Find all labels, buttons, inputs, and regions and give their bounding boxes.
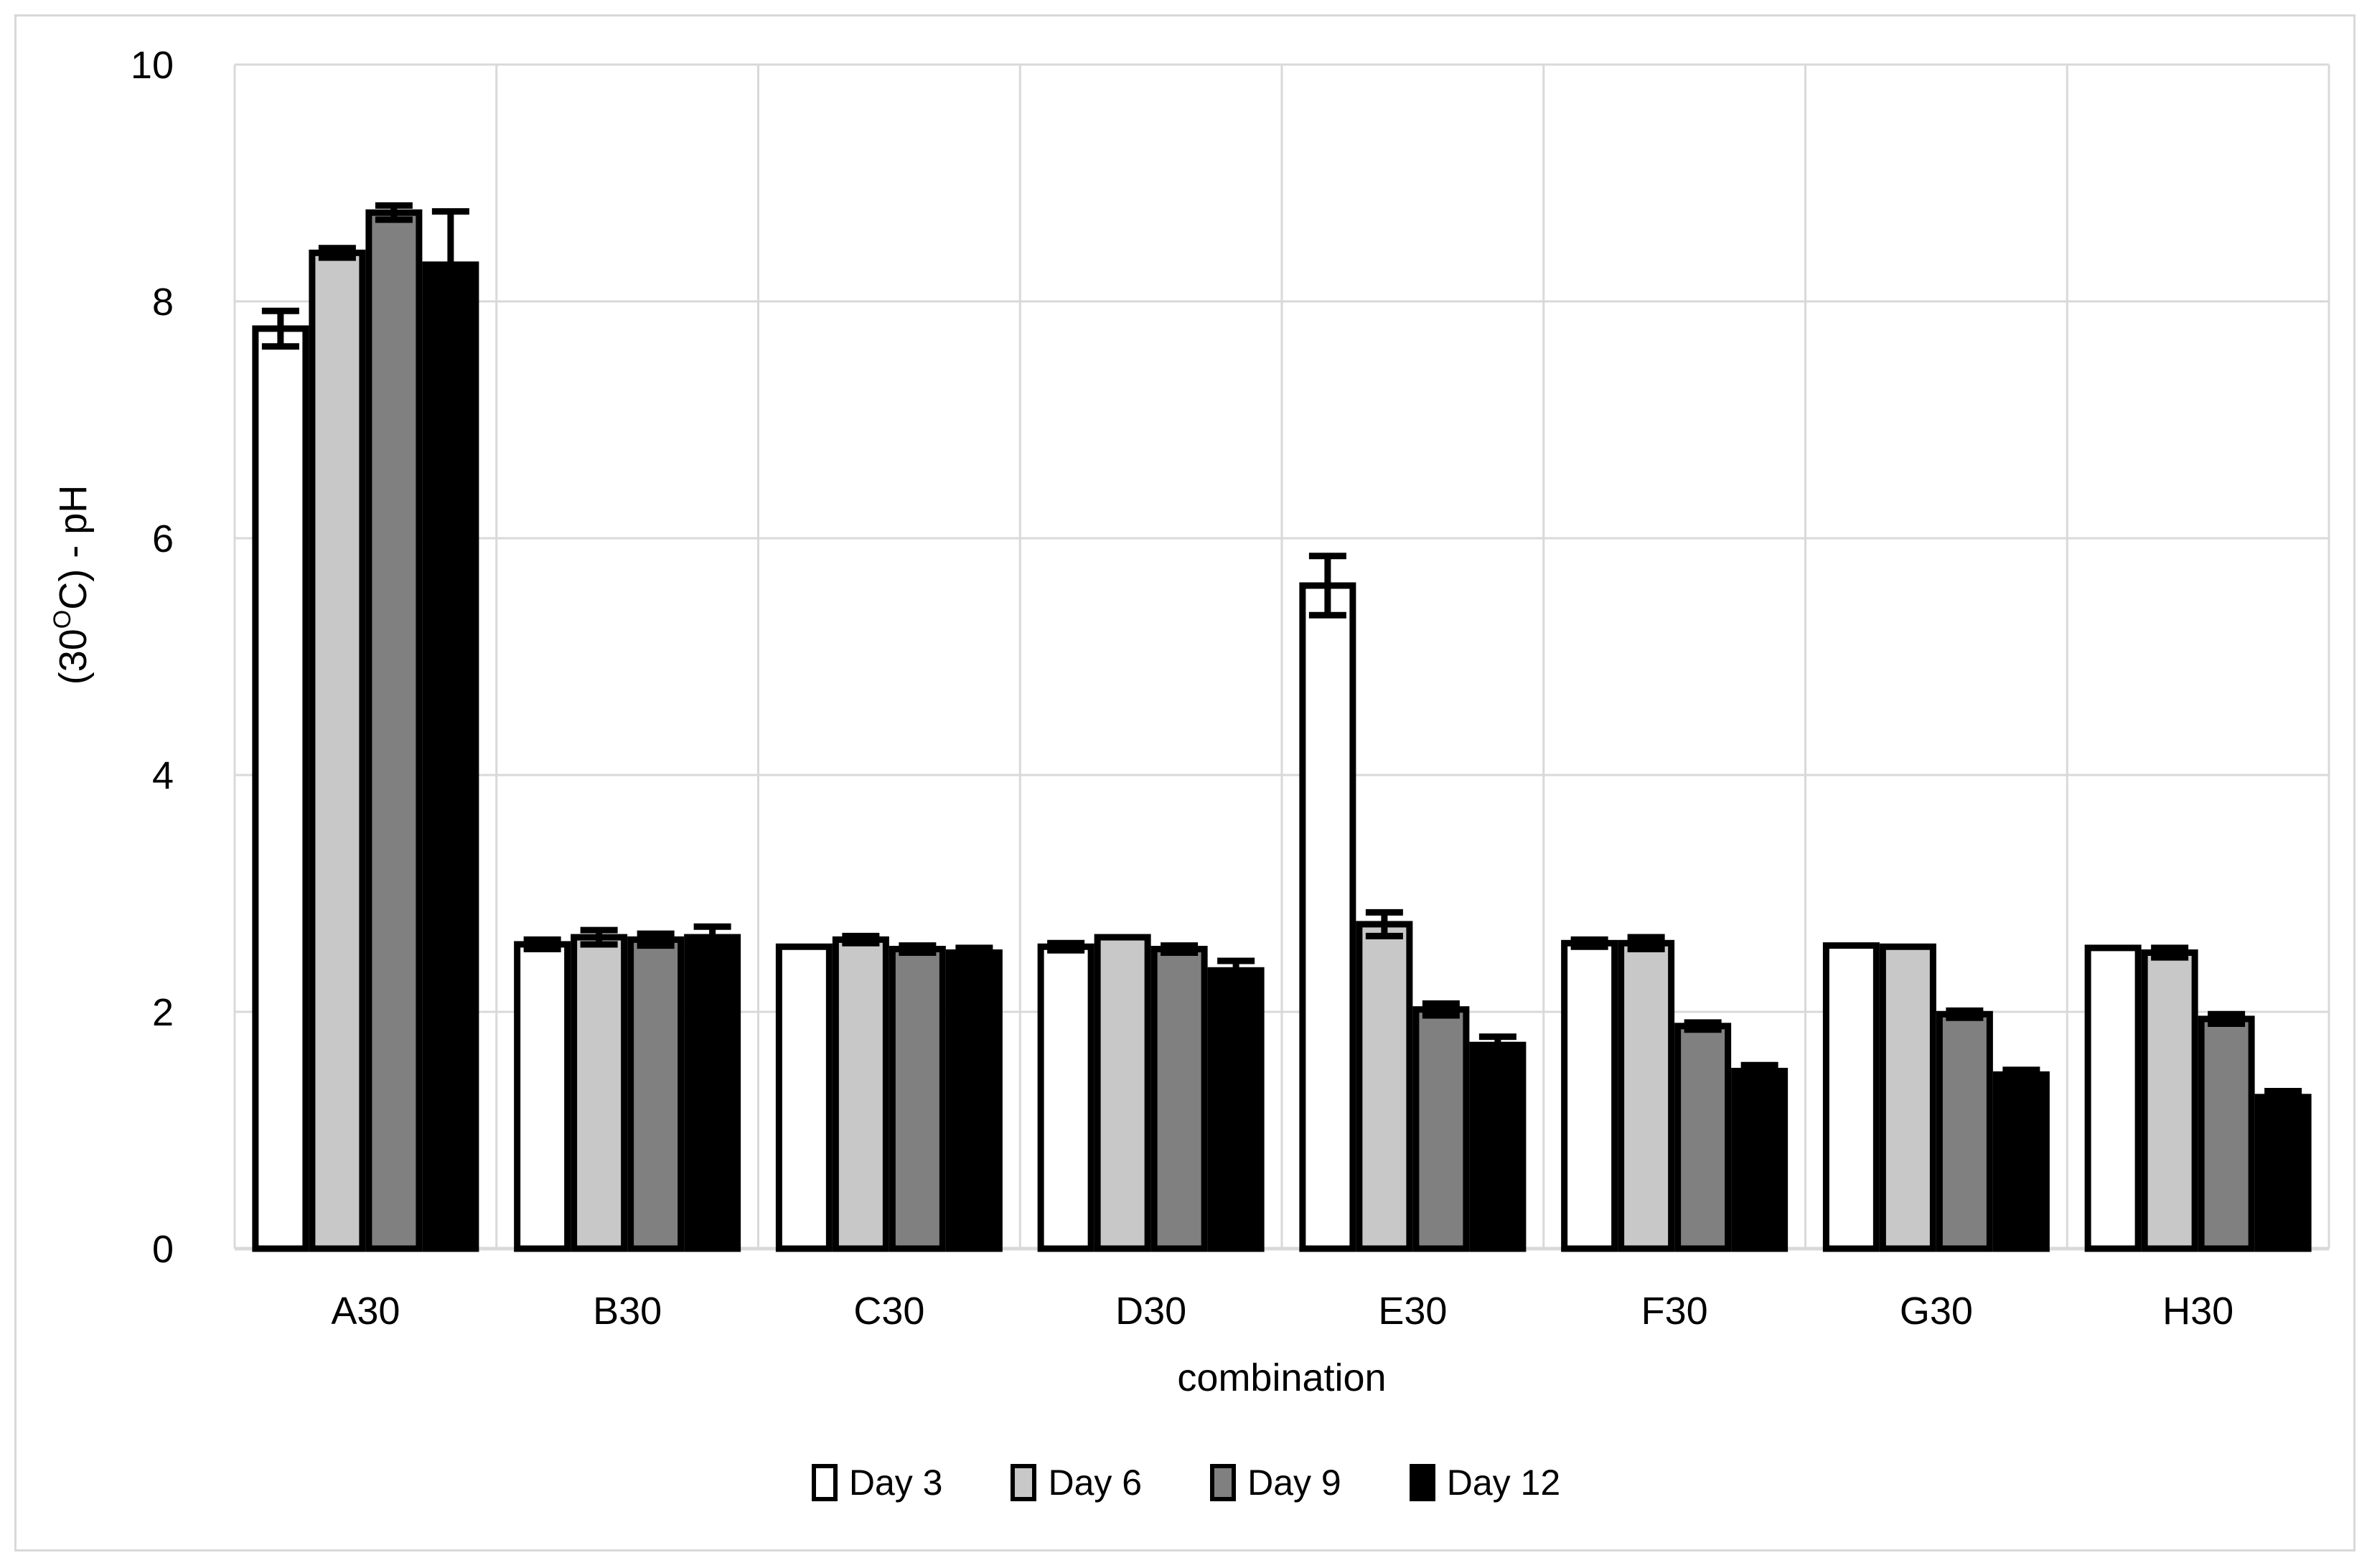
legend-label: Day 3 [848,1463,943,1503]
bar-g30-day12 [1992,1071,2050,1252]
bar-f30-day12 [1731,1068,1789,1252]
bar-c30-day9 [889,946,946,1252]
y-tick-label: 2 [152,991,174,1034]
x-axis-title: combination [1177,1356,1386,1399]
bar-d30-day12 [1207,967,1265,1252]
bar-b30-day6 [571,934,628,1252]
bar-c30-day6 [832,936,889,1252]
legend-swatch-day-3 [811,1464,838,1501]
bar-h30-day12 [2254,1094,2312,1252]
x-category-label: B30 [593,1290,662,1333]
legend-swatch-day-12 [1409,1464,1435,1501]
x-category-label: A30 [331,1290,400,1333]
bar-h30-day3 [2084,944,2142,1252]
bar-a30-day6 [309,249,366,1252]
x-category-label: D30 [1115,1290,1186,1333]
bar-f30-day3 [1561,939,1618,1252]
bar-d30-day3 [1037,943,1094,1252]
bar-f30-day6 [1618,939,1675,1252]
bar-e30-day9 [1412,1006,1470,1252]
x-category-label: H30 [2162,1290,2233,1333]
bar-e30-day12 [1469,1041,1527,1252]
legend-label: Day 6 [1048,1463,1143,1503]
bar-g30-day9 [1936,1010,1993,1252]
y-tick-label: 6 [152,517,174,560]
legend-swatch-day-6 [1011,1464,1037,1501]
bar-c30-day12 [945,949,1003,1252]
bar-e30-day3 [1299,582,1356,1252]
y-tick-label: 8 [152,281,174,324]
legend-item-day-6: Day 6 [1011,1464,1142,1501]
bar-h30-day6 [2141,949,2198,1252]
bar-a30-day3 [252,325,309,1252]
x-category-label: E30 [1378,1290,1447,1333]
bar-f30-day9 [1674,1023,1732,1252]
bar-h30-day9 [2198,1015,2255,1252]
chart-legend: Day 3 Day 6 Day 9 Day 12 [0,1464,2372,1501]
legend-label: Day 12 [1446,1463,1561,1503]
legend-swatch-day-9 [1210,1464,1237,1501]
legend-item-day-12: Day 12 [1409,1463,1561,1503]
bar-b30-day9 [627,936,685,1252]
x-category-label: G30 [1900,1290,1973,1333]
y-tick-label: 0 [152,1228,174,1271]
bar-a30-day9 [365,209,423,1252]
y-axis-title: (30OC) - pH [49,485,95,685]
x-category-label: C30 [853,1290,924,1333]
bar-e30-day6 [1356,921,1413,1252]
bar-b30-day12 [684,934,741,1252]
y-tick-label: 10 [131,44,174,87]
bar-d30-day6 [1094,934,1151,1252]
x-category-label: F30 [1641,1290,1708,1333]
bar-g30-day3 [1822,942,1880,1252]
bar-d30-day9 [1150,946,1208,1252]
bar-g30-day6 [1879,943,1936,1252]
legend-label: Day 9 [1247,1463,1341,1503]
bar-a30-day12 [422,261,479,1252]
legend-item-day-3: Day 3 [811,1463,943,1503]
bar-c30-day3 [775,943,833,1252]
bar-b30-day3 [514,941,571,1252]
y-tick-label: 4 [152,754,174,797]
legend-item-day-9: Day 9 [1210,1464,1341,1501]
